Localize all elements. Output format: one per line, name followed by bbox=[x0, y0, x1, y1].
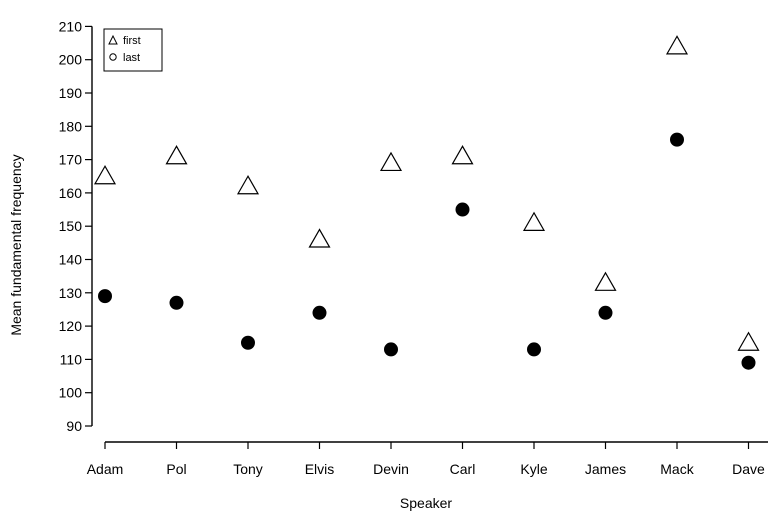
point-first-mack bbox=[665, 35, 689, 55]
legend-marker-first bbox=[108, 34, 118, 45]
y-ticks: 90 100 110 120 130 140 150 160 170 180 190 200 210 bbox=[59, 18, 92, 434]
point-first-elvis bbox=[308, 228, 331, 248]
point-last-carl bbox=[455, 202, 470, 217]
point-first-james bbox=[594, 271, 617, 291]
point-last-devin bbox=[384, 342, 398, 357]
point-last-mack bbox=[670, 132, 684, 147]
y-tick-label-140: 140 bbox=[59, 252, 83, 268]
x-tick-label-pol: Pol bbox=[166, 461, 186, 477]
y-tick-label-90: 90 bbox=[66, 418, 82, 434]
point-first-tony bbox=[236, 175, 260, 195]
legend-label-last: last bbox=[123, 52, 140, 64]
y-tick-label-130: 130 bbox=[59, 285, 83, 301]
point-last-dave bbox=[741, 355, 756, 370]
legend-box bbox=[103, 28, 163, 72]
axes bbox=[91, 26, 768, 443]
x-tick-label-tony: Tony bbox=[233, 461, 263, 477]
point-first-dave bbox=[737, 331, 760, 351]
y-tick-label-160: 160 bbox=[59, 185, 83, 201]
legend: first last bbox=[103, 28, 163, 72]
point-last-james bbox=[598, 305, 613, 320]
x-tick-label-dave: Dave bbox=[732, 461, 765, 477]
point-last-adam bbox=[98, 289, 112, 304]
y-tick-label-180: 180 bbox=[59, 118, 83, 134]
x-tick-label-elvis: Elvis bbox=[305, 461, 335, 477]
y-tick-label-150: 150 bbox=[59, 218, 83, 234]
x-ticks: Adam Pol Tony Elvis Devin Carl Kyle James Mack Da… bbox=[87, 442, 765, 477]
y-tick-label-170: 170 bbox=[59, 152, 83, 168]
y-tick-label-190: 190 bbox=[59, 85, 83, 101]
point-first-adam bbox=[93, 165, 117, 185]
y-tick-label-210: 210 bbox=[59, 18, 83, 34]
point-last-pol bbox=[169, 295, 184, 310]
x-tick-label-kyle: Kyle bbox=[520, 461, 547, 477]
x-tick-label-mack: Mack bbox=[660, 461, 694, 477]
point-first-kyle bbox=[522, 211, 546, 231]
x-tick-label-adam: Adam bbox=[87, 461, 124, 477]
legend-marker-last bbox=[109, 53, 117, 61]
data-points bbox=[93, 35, 760, 370]
y-tick-label-110: 110 bbox=[60, 351, 83, 367]
y-tick-label-200: 200 bbox=[59, 52, 83, 68]
point-last-elvis bbox=[312, 305, 327, 320]
y-axis-title: Mean fundamental frequency bbox=[8, 154, 24, 335]
x-tick-label-james: James bbox=[585, 461, 626, 477]
x-tick-label-carl: Carl bbox=[450, 461, 476, 477]
point-first-carl bbox=[451, 145, 474, 165]
point-first-pol bbox=[165, 145, 188, 165]
point-last-kyle bbox=[527, 342, 541, 357]
y-tick-label-120: 120 bbox=[59, 318, 83, 334]
point-last-tony bbox=[241, 335, 255, 350]
legend-label-first: first bbox=[123, 35, 141, 47]
x-tick-label-devin: Devin bbox=[373, 461, 409, 477]
x-axis-title: Speaker bbox=[400, 495, 452, 511]
y-tick-label-100: 100 bbox=[59, 385, 83, 401]
point-first-devin bbox=[379, 151, 403, 172]
